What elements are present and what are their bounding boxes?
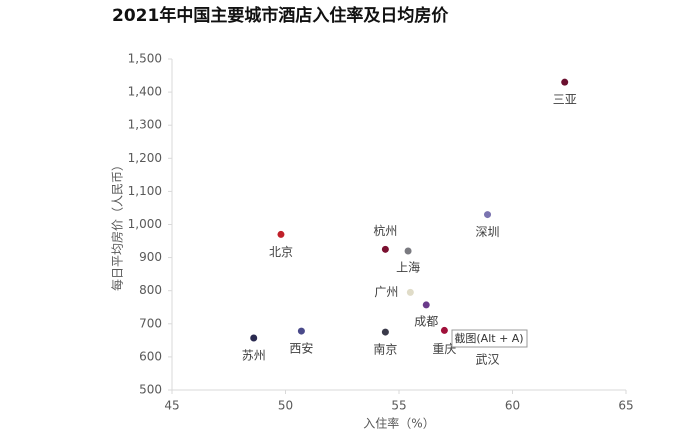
point	[484, 211, 492, 219]
y-tick-label: 1,300	[128, 118, 162, 132]
point-label: 成都	[414, 314, 438, 328]
point	[297, 327, 305, 335]
point-label: 杭州	[373, 223, 397, 238]
point	[406, 288, 414, 296]
x-tick-label: 50	[278, 399, 293, 413]
point	[404, 247, 412, 255]
point-label: 上海	[396, 259, 420, 274]
point-label: 苏州	[242, 349, 266, 363]
y-tick-label: 800	[139, 283, 162, 297]
x-tick-label: 65	[618, 399, 633, 413]
y-tick-label: 1,000	[128, 217, 162, 231]
point	[381, 245, 389, 253]
x-tick-label: 60	[505, 399, 520, 413]
point-label: 三亚	[553, 93, 577, 107]
y-tick-label: 1,400	[128, 85, 162, 99]
point	[277, 230, 285, 238]
y-axis-label: 每日平均房价（人民币）	[110, 159, 125, 291]
point-label: 重庆	[432, 342, 456, 356]
x-tick-label: 55	[391, 399, 406, 413]
y-tick-label: 1,100	[128, 184, 162, 198]
y-tick-label: 1,200	[128, 151, 162, 165]
point-label: 广州	[374, 285, 398, 299]
y-tick-label: 700	[139, 316, 162, 330]
point-label: 深圳	[476, 225, 500, 239]
chart-title: 2021年中国主要城市酒店入住率及日均房价	[112, 5, 449, 26]
y-tick-label: 500	[139, 383, 162, 397]
point	[422, 301, 430, 309]
x-axis-label: 入住率（%）	[363, 416, 434, 431]
point-label: 南京	[373, 342, 397, 357]
y-tick-label: 1,500	[128, 52, 162, 66]
point	[440, 326, 448, 334]
point-label: 北京	[269, 245, 293, 259]
x-tick-label: 45	[164, 399, 179, 413]
tooltip-text: 截图(Alt + A)	[454, 331, 523, 345]
y-tick-label: 600	[139, 349, 162, 363]
tooltip-box	[451, 329, 528, 348]
point	[250, 334, 258, 342]
point-label: 西安	[289, 341, 313, 356]
point-label: 武汉	[476, 353, 500, 367]
point	[561, 78, 569, 86]
point	[381, 328, 389, 336]
y-tick-label: 900	[139, 250, 162, 264]
